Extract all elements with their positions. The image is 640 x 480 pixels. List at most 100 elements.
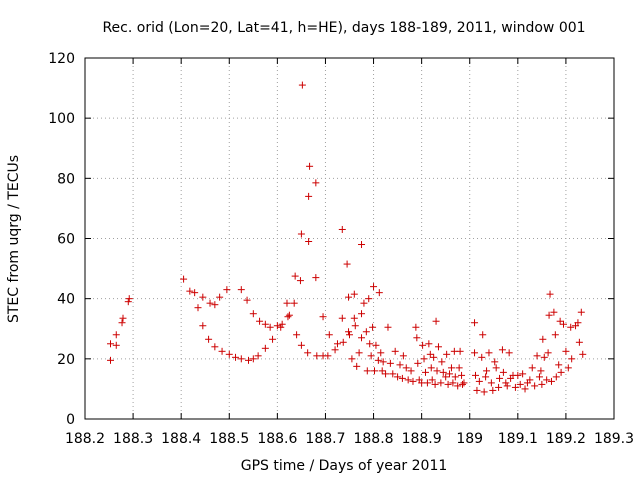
data-point — [372, 341, 380, 349]
data-point — [312, 179, 320, 187]
data-point — [358, 310, 366, 318]
data-point — [511, 383, 519, 391]
data-point — [218, 347, 226, 355]
data-point — [456, 347, 464, 355]
y-tick-label: 20 — [57, 352, 75, 368]
data-point — [394, 373, 402, 381]
x-tick-label: 188.6 — [257, 431, 297, 447]
data-point — [312, 274, 320, 282]
data-point — [471, 349, 479, 357]
data-point — [419, 341, 427, 349]
y-tick-label: 80 — [57, 171, 75, 187]
x-tick-label: 189 — [456, 431, 483, 447]
data-point — [358, 241, 366, 249]
x-tick-label: 188.7 — [305, 431, 345, 447]
data-point — [455, 364, 463, 372]
data-point — [577, 308, 585, 316]
data-point — [430, 353, 438, 361]
data-point — [237, 286, 245, 294]
data-point — [348, 355, 356, 363]
data-point — [492, 364, 500, 372]
y-tick-label: 120 — [48, 51, 75, 67]
data-point — [502, 379, 510, 387]
data-point — [339, 338, 347, 346]
data-point — [421, 368, 429, 376]
x-tick-label: 189.1 — [498, 431, 538, 447]
data-point — [438, 358, 446, 366]
data-point — [538, 380, 546, 388]
data-point — [199, 293, 207, 301]
data-point — [546, 290, 554, 298]
data-point — [191, 289, 199, 297]
data-point — [496, 374, 504, 382]
data-point — [442, 373, 450, 381]
data-point — [480, 388, 488, 396]
x-tick-label: 189.2 — [546, 431, 586, 447]
data-point — [535, 373, 543, 381]
data-point — [503, 382, 511, 390]
data-point — [471, 319, 479, 327]
data-point — [285, 311, 293, 319]
data-point — [459, 380, 467, 388]
data-point — [106, 340, 114, 348]
data-point — [414, 359, 422, 367]
data-point — [249, 355, 257, 363]
data-point — [460, 379, 468, 387]
data-point — [433, 367, 441, 375]
data-point — [237, 355, 245, 363]
data-point — [277, 323, 285, 331]
data-point — [291, 272, 299, 280]
data-point — [556, 317, 564, 325]
data-point — [358, 334, 366, 342]
data-point — [475, 377, 483, 385]
data-point — [579, 350, 587, 358]
data-point — [261, 320, 269, 328]
y-tick-label: 40 — [57, 292, 75, 308]
data-point — [293, 331, 301, 339]
data-point — [324, 352, 332, 360]
data-point — [412, 323, 420, 331]
data-point — [353, 362, 361, 370]
data-point — [351, 322, 359, 330]
data-point — [363, 367, 371, 375]
data-point — [560, 320, 568, 328]
data-point — [345, 293, 353, 301]
data-point — [540, 353, 548, 361]
data-point — [377, 349, 385, 357]
data-point — [367, 352, 375, 360]
data-point — [225, 350, 233, 358]
data-point — [396, 361, 404, 369]
data-point — [306, 162, 314, 170]
data-point — [186, 287, 194, 295]
data-point — [325, 331, 333, 339]
data-point — [124, 298, 132, 306]
data-point — [426, 350, 434, 358]
data-point — [531, 382, 539, 390]
data-point — [365, 295, 373, 303]
data-point — [458, 371, 466, 379]
chart-title: Rec. orid (Lon=20, Lat=41, h=HE), days 1… — [102, 20, 585, 36]
data-point — [428, 376, 436, 384]
plot-frame — [84, 57, 615, 420]
data-point — [423, 379, 431, 387]
data-point — [498, 346, 506, 354]
data-point — [404, 376, 412, 384]
data-point — [544, 349, 552, 357]
data-point — [205, 335, 213, 343]
data-point — [564, 364, 572, 372]
data-point — [304, 349, 312, 357]
data-point — [574, 319, 582, 327]
x-axis-label: GPS time / Days of year 2011 — [241, 458, 448, 474]
data-point — [345, 328, 353, 336]
data-point — [409, 377, 417, 385]
data-point — [514, 371, 522, 379]
data-point — [194, 304, 202, 312]
data-point — [420, 355, 428, 363]
data-point — [180, 275, 188, 283]
data-point — [555, 361, 563, 369]
data-point — [485, 349, 493, 357]
data-point — [369, 323, 377, 331]
data-point — [447, 364, 455, 372]
data-point — [473, 386, 481, 394]
